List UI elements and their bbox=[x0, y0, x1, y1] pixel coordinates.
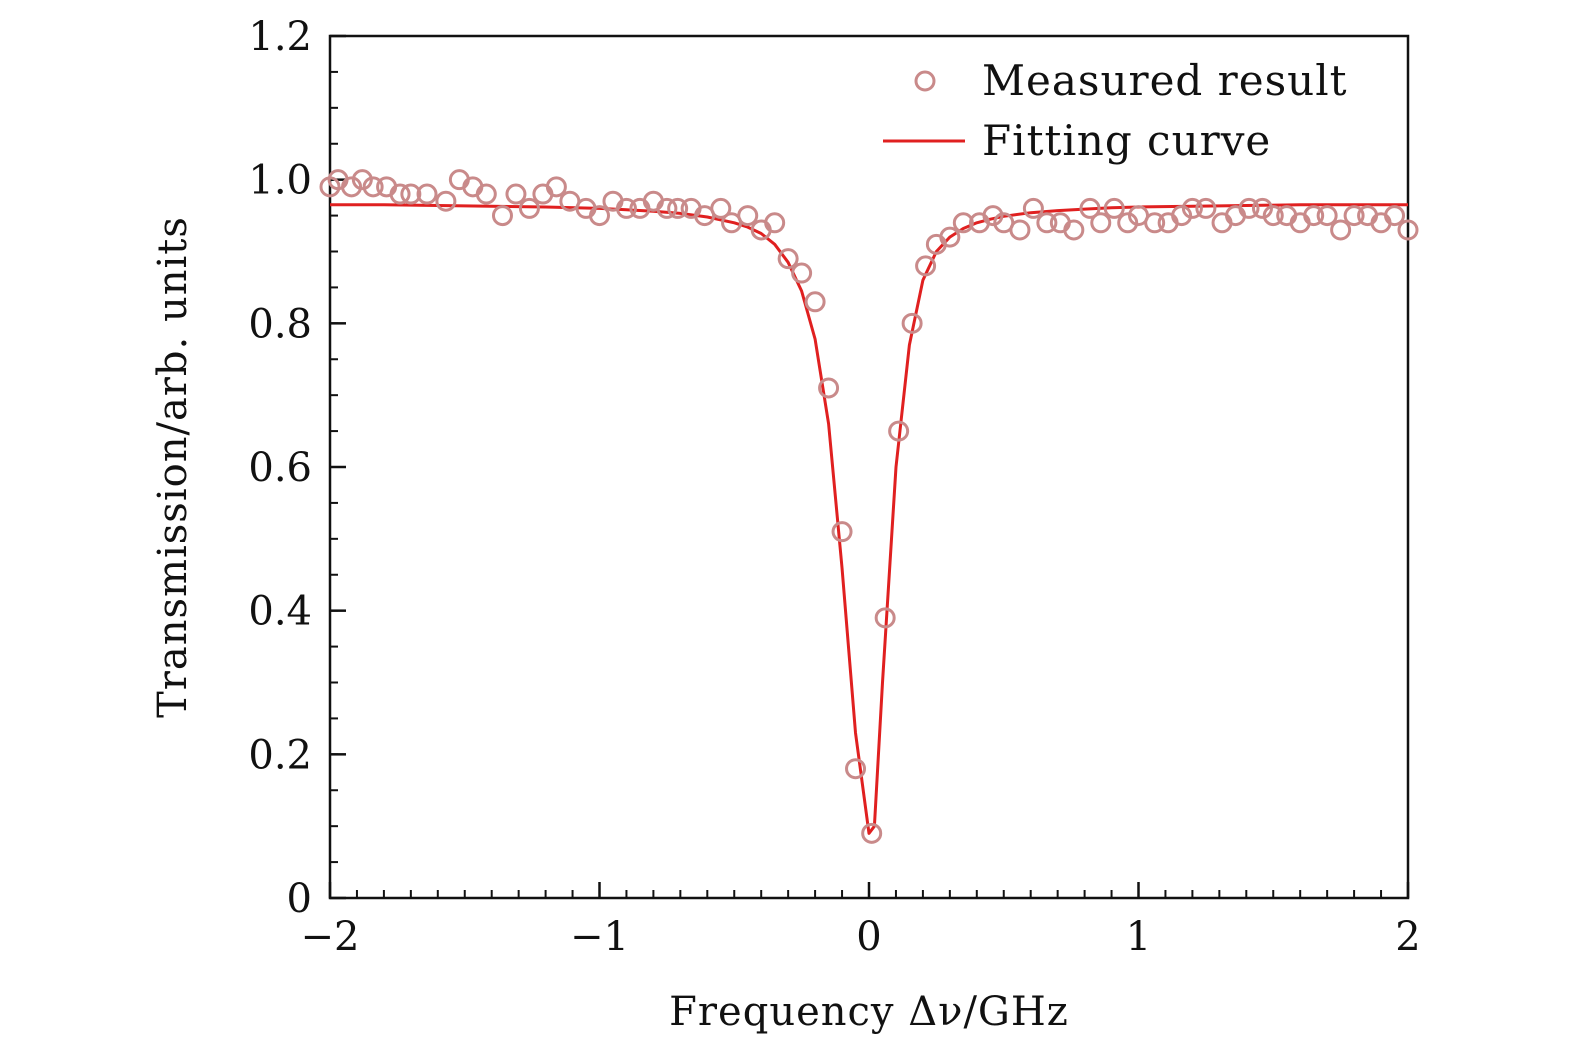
measured-point bbox=[1316, 205, 1338, 227]
measured-point bbox=[400, 183, 422, 205]
measured-point bbox=[901, 312, 923, 334]
measured-point bbox=[1195, 197, 1217, 219]
x-tick-labels: −2 −1 0 1 2 bbox=[301, 914, 1421, 960]
measured-point bbox=[589, 205, 610, 227]
measured-point bbox=[777, 248, 799, 270]
x-tick-label: 2 bbox=[1395, 914, 1420, 960]
measured-point bbox=[1090, 212, 1112, 234]
measured-point bbox=[874, 607, 896, 629]
measured-point bbox=[1238, 197, 1260, 219]
measured-point bbox=[1330, 219, 1352, 241]
measured-point bbox=[888, 420, 910, 442]
measured-point bbox=[435, 190, 457, 212]
y-tick-label: 0.2 bbox=[248, 732, 312, 778]
measured-point bbox=[656, 197, 678, 219]
measured-point bbox=[982, 205, 1004, 227]
measured-point bbox=[351, 169, 373, 191]
measured-point bbox=[791, 262, 813, 284]
x-tick-label: −1 bbox=[570, 914, 629, 960]
measured-point bbox=[845, 758, 867, 780]
series-fitting-curve bbox=[330, 203, 1408, 835]
major-ticks bbox=[328, 34, 1410, 900]
measured-point bbox=[491, 205, 513, 227]
measured-point bbox=[1384, 205, 1406, 227]
legend-marker-measured bbox=[914, 70, 936, 92]
measured-point bbox=[341, 176, 363, 198]
x-tick-label: 1 bbox=[1126, 914, 1151, 960]
measured-point bbox=[915, 255, 937, 277]
y-tick-labels: 0 0.2 0.4 0.6 0.8 1.0 1.2 bbox=[248, 14, 312, 922]
y-axis-title: Transmission/arb. units bbox=[150, 216, 196, 718]
legend-label-fitting: Fitting curve bbox=[982, 116, 1271, 165]
plot-frame bbox=[328, 34, 1410, 900]
measured-point bbox=[389, 183, 411, 205]
measured-point bbox=[952, 212, 974, 234]
measured-point bbox=[831, 521, 853, 543]
y-tick-label: 1.0 bbox=[248, 158, 312, 204]
measured-point bbox=[1251, 197, 1273, 219]
measured-point bbox=[615, 197, 637, 219]
measured-point bbox=[1343, 205, 1365, 227]
measured-point bbox=[475, 183, 497, 205]
measured-point bbox=[518, 197, 540, 219]
measured-point bbox=[1397, 219, 1419, 241]
x-tick-label: 0 bbox=[856, 914, 881, 960]
y-tick-label: 0.4 bbox=[248, 589, 312, 635]
legend: Measured result Fitting curve bbox=[883, 56, 1348, 165]
measured-point bbox=[1022, 197, 1044, 219]
measured-point bbox=[545, 176, 567, 198]
x-tick-label: −2 bbox=[301, 914, 360, 960]
measured-point bbox=[737, 205, 759, 227]
y-tick-label: 0.8 bbox=[248, 301, 312, 347]
minor-ticks bbox=[329, 35, 1409, 899]
measured-point bbox=[710, 197, 732, 219]
measured-point bbox=[818, 377, 840, 399]
measured-point bbox=[505, 183, 527, 205]
y-tick-label: 0 bbox=[287, 876, 312, 922]
measured-point bbox=[939, 226, 961, 248]
measured-point bbox=[1181, 197, 1203, 219]
measured-point bbox=[1303, 205, 1325, 227]
fitting-curve-line bbox=[330, 203, 1408, 835]
measured-point bbox=[667, 197, 689, 219]
measured-point bbox=[1117, 212, 1139, 234]
measured-point bbox=[1063, 219, 1085, 241]
y-tick-label: 1.2 bbox=[248, 14, 312, 60]
y-tick-label: 0.6 bbox=[248, 445, 312, 491]
measured-point bbox=[1103, 197, 1125, 219]
measured-point bbox=[804, 291, 826, 313]
series-measured-result bbox=[319, 169, 1419, 844]
measured-point bbox=[362, 176, 384, 198]
measured-point bbox=[1171, 205, 1193, 227]
measured-point bbox=[1009, 219, 1031, 241]
x-axis-title: Frequency Δν/GHz bbox=[669, 989, 1069, 1035]
measured-point bbox=[764, 212, 786, 234]
measured-point bbox=[416, 183, 438, 205]
legend-label-measured: Measured result bbox=[982, 56, 1348, 105]
measured-point bbox=[861, 822, 883, 844]
measured-point bbox=[1262, 205, 1284, 227]
measured-point bbox=[1079, 197, 1101, 219]
measured-point bbox=[1144, 212, 1166, 234]
measured-point bbox=[1036, 212, 1058, 234]
